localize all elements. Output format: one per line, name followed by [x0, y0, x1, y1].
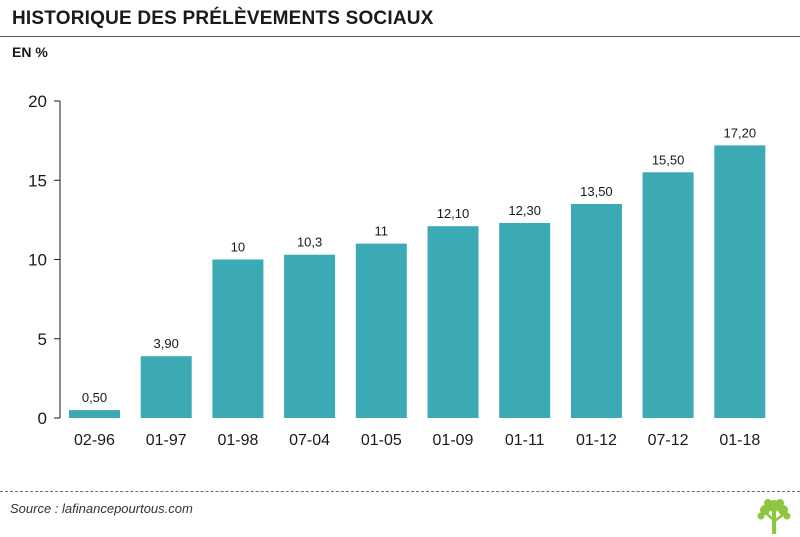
- x-tick-label: 01-05: [361, 432, 402, 449]
- y-tick-label: 10: [28, 251, 47, 270]
- bar: [714, 145, 766, 418]
- y-tick-label: 15: [28, 171, 47, 190]
- x-tick-label: 01-12: [576, 432, 617, 449]
- x-tick-label: 02-96: [74, 432, 115, 449]
- x-tick-label: 07-04: [289, 432, 330, 449]
- title-divider: [0, 36, 800, 37]
- y-tick-label: 20: [28, 92, 47, 111]
- x-tick-label: 01-18: [719, 432, 760, 449]
- bar: [570, 204, 622, 418]
- bar: [427, 226, 479, 418]
- bar: [355, 243, 407, 418]
- bar-value-label: 12,30: [508, 203, 541, 218]
- bar-value-label: 3,90: [154, 336, 179, 351]
- x-tick-label: 07-12: [648, 432, 689, 449]
- bar-value-label: 12,10: [437, 206, 470, 221]
- footer-divider: [0, 491, 800, 492]
- x-tick-label: 01-11: [505, 432, 545, 449]
- y-axis-unit-label: EN %: [12, 44, 48, 60]
- tree-logo-icon: [757, 499, 791, 534]
- source-credit: Source : lafinancepourtous.com: [10, 501, 193, 516]
- x-tick-label: 01-09: [433, 432, 474, 449]
- bar-value-label: 13,50: [580, 184, 613, 199]
- bar-value-label: 17,20: [724, 125, 757, 140]
- bar-value-label: 10: [231, 240, 245, 255]
- bar: [284, 254, 336, 418]
- y-axis: 0 5 10 15 20: [28, 92, 61, 428]
- x-axis-tick-labels: 02-96 01-97 01-98 07-04 01-05 01-09 01-11 01-12…: [74, 432, 760, 449]
- y-tick-label: 5: [38, 330, 47, 349]
- bar-value-label: 11: [375, 224, 389, 239]
- bar: [642, 172, 694, 418]
- x-tick-label: 01-98: [217, 432, 258, 449]
- value-labels: 0,50 3,90 10 10,3 11 12,10 12,30 13,50 15,50 17,2…: [82, 125, 756, 405]
- x-tick-label: 01-97: [146, 432, 187, 449]
- bar: [212, 259, 264, 418]
- bar: [499, 223, 551, 418]
- chart-title: HISTORIQUE DES PRÉLÈVEMENTS SOCIAUX: [12, 8, 434, 29]
- bar-value-label: 0,50: [82, 390, 107, 405]
- bar: [69, 410, 120, 418]
- bar-series: [69, 145, 766, 418]
- bar: [140, 356, 192, 418]
- bar-value-label: 15,50: [652, 152, 685, 167]
- bar-chart: 0 5 10 15 20 0,50 3,90 10 10,3 11 12,10 12,30 13,50…: [28, 92, 766, 449]
- bar-value-label: 10,3: [297, 235, 322, 250]
- y-tick-label: 0: [38, 409, 47, 428]
